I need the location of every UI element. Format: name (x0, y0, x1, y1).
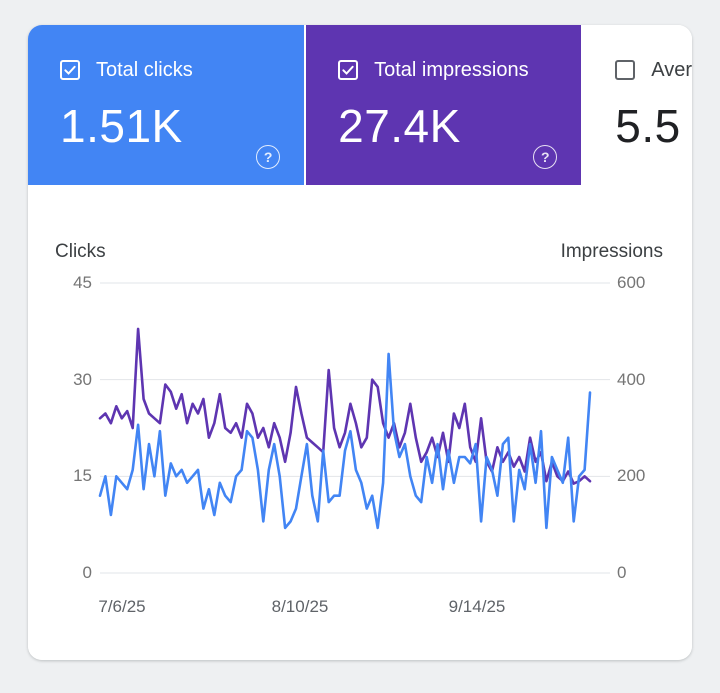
left-axis-tick: 0 (82, 563, 92, 582)
x-axis-tick: 8/10/25 (271, 597, 329, 616)
chart-section: Clicks Impressions 45 30 15 0 600 400 20… (28, 185, 692, 660)
chart-svg[interactable] (98, 282, 610, 574)
metric-card-total-clicks[interactable]: Total clicks 1.51K ? (28, 25, 305, 185)
metric-cards-row: Total clicks 1.51K ? Total impressions 2… (28, 25, 692, 185)
average-ctr-value: 5.5 (615, 100, 681, 152)
right-axis-tick: 400 (617, 370, 646, 389)
total-clicks-label: Total clicks (96, 58, 193, 81)
metric-card-total-impressions[interactable]: Total impressions 27.4K ? (306, 25, 582, 185)
left-axis-tick: 15 (73, 466, 92, 485)
average-ctr-header: Aver (615, 57, 692, 83)
x-axis-tick: 9/14/25 (448, 597, 506, 616)
total-impressions-label: Total impressions (374, 58, 529, 81)
x-axis-tick: 7/6/25 (98, 597, 146, 616)
total-clicks-value: 1.51K (60, 100, 183, 152)
right-axis-tick: 200 (617, 466, 646, 485)
total-impressions-header: Total impressions (338, 57, 581, 83)
total-impressions-checkbox[interactable] (338, 60, 359, 80)
left-axis-title: Clicks (55, 241, 106, 262)
average-ctr-label: Aver (651, 58, 692, 81)
left-axis-tick: 30 (73, 370, 92, 389)
total-clicks-checkbox[interactable] (60, 60, 80, 80)
right-axis-tick: 600 (617, 273, 646, 292)
average-ctr-checkbox[interactable] (615, 60, 636, 80)
help-icon[interactable]: ? (256, 145, 281, 169)
check-icon (341, 63, 355, 77)
help-icon[interactable]: ? (533, 145, 558, 169)
right-axis-title: Impressions (560, 241, 663, 262)
check-icon (63, 63, 77, 77)
total-clicks-header: Total clicks (60, 57, 304, 83)
metric-card-average-ctr[interactable]: Aver 5.5 (583, 25, 692, 185)
left-axis-tick: 45 (73, 273, 92, 292)
performance-panel: Total clicks 1.51K ? Total impressions 2… (28, 25, 692, 660)
total-impressions-value: 27.4K (338, 100, 461, 152)
right-axis-tick: 0 (617, 563, 627, 582)
